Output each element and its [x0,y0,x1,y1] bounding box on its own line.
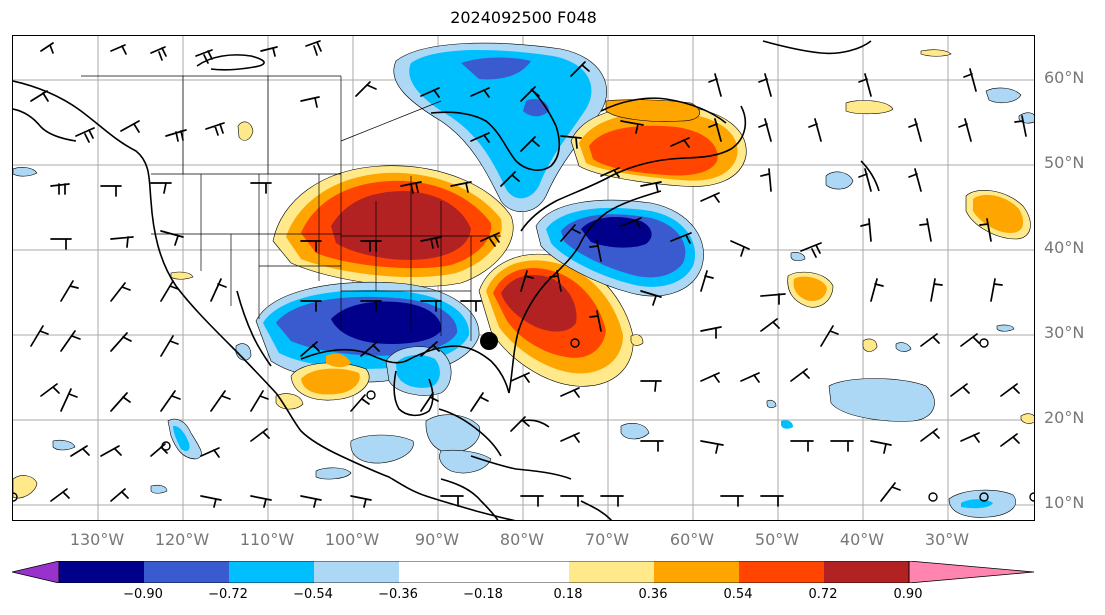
calm-circles [13,338,1034,502]
colorbar-tick-5: 0.18 [553,587,583,602]
colorbar-segment-1 [59,561,144,583]
state-borders [81,75,501,341]
wind-barbs [30,40,1027,508]
colorbar-segment-10 [824,561,909,583]
map-panel [12,35,1035,521]
colorbar-min-extension [12,561,60,583]
lat-label-50n: 50°N [1044,153,1085,172]
contour-fills [13,42,1034,518]
colorbar-segment-7 [569,561,654,583]
lon-label-130w: 130°W [69,530,125,549]
lon-label-70w: 70°W [584,530,630,549]
colorbar-tick-6: 0.36 [638,587,668,602]
lon-label-40w: 40°W [839,530,885,549]
colorbar-segment-5 [399,561,484,583]
colorbar-segment-3 [229,561,314,583]
map-title: 2024092500 F048 [450,8,597,27]
colorbar-segment-4 [314,561,399,583]
lon-label-100w: 100°W [324,530,380,549]
colorbar-tick-7: 0.54 [723,587,753,602]
colorbar [12,561,1035,583]
lat-label-40n: 40°N [1044,238,1085,257]
colorbar-tick-1: −0.72 [208,587,248,602]
storm-center-marker [480,332,498,350]
colorbar-segment-8 [654,561,739,583]
colorbar-segment-9 [739,561,824,583]
colorbar-segment-2 [144,561,229,583]
colorbar-tick-8: 0.72 [808,587,838,602]
lon-label-90w: 90°W [414,530,460,549]
lat-label-30n: 30°N [1044,323,1085,342]
colorbar-max-extension [908,561,1035,583]
lat-label-10n: 10°N [1044,493,1085,512]
colorbar-segment-6 [484,561,569,583]
lon-label-80w: 80°W [499,530,545,549]
lon-label-120w: 120°W [154,530,210,549]
colorbar-tick-2: −0.54 [293,587,333,602]
lon-label-50w: 50°W [754,530,800,549]
lon-label-60w: 60°W [669,530,715,549]
lon-label-110w: 110°W [239,530,295,549]
lat-label-60n: 60°N [1044,68,1085,87]
colorbar-tick-3: −0.36 [378,587,418,602]
colorbar-tick-4: −0.18 [463,587,503,602]
lat-label-20n: 20°N [1044,408,1085,427]
coastlines [13,40,880,520]
colorbar-tick-9: 0.90 [893,587,923,602]
lon-label-30w: 30°W [924,530,970,549]
colorbar-tick-0: −0.90 [123,587,163,602]
